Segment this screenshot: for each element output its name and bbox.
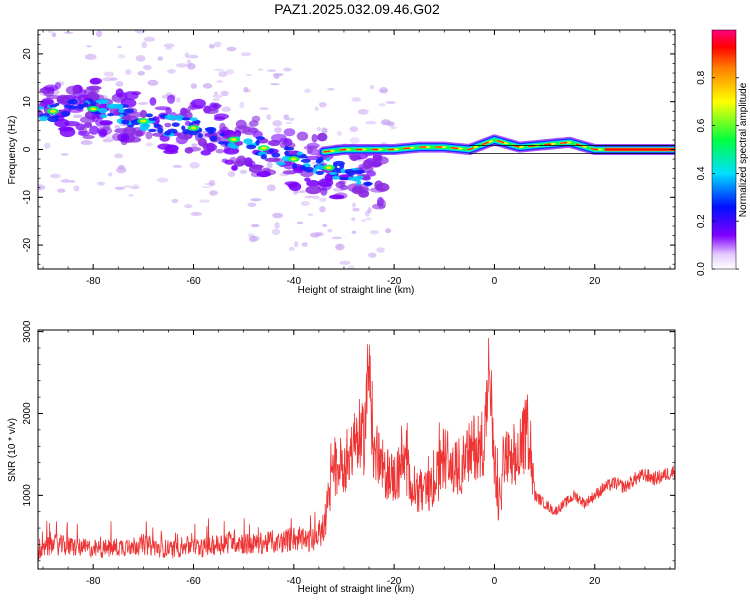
x-tick-label: -40 (287, 576, 302, 587)
y-tick-label: -20 (22, 237, 33, 252)
y-tick-label: 0 (22, 146, 33, 152)
colorbar-label: Normalized spectral amplitude (738, 82, 749, 217)
colorbar-tick-label: 0.2 (696, 214, 707, 228)
spectrogram-y-axis-label: Frequency (Hz) (7, 116, 18, 185)
y-tick-label: -10 (22, 190, 33, 205)
snr-plot-area (38, 330, 675, 569)
colorbar-ticks: 0.0 0.2 0.4 0.6 0.8 (696, 70, 739, 276)
spectrogram-y-ticks: -20 -10 0 10 20 (22, 34, 675, 265)
x-tick-label: 20 (589, 276, 601, 287)
y-tick-label: 3000 (22, 320, 33, 343)
y-tick-label: 1000 (22, 484, 33, 507)
x-tick-label: -40 (287, 276, 302, 287)
colorbar: 0.0 0.2 0.4 0.6 0.8 Normalized spectral ampl… (696, 29, 749, 276)
colorbar-tick-label: 0.8 (696, 70, 707, 84)
spectrogram-panel: -80 -60 -40 -20 0 20 -20 -10 0 10 20 Height of st… (7, 29, 676, 296)
y-tick-label: 20 (22, 48, 33, 60)
x-tick-label: -60 (186, 276, 201, 287)
x-tick-label: -80 (86, 576, 101, 587)
spectrogram-x-axis-label: Height of straight line (km) (298, 285, 415, 296)
spectrogram-x-ticks: -80 -60 -40 -20 0 20 (42, 30, 671, 287)
colorbar-tick-label: 0.4 (696, 166, 707, 180)
x-tick-label: -20 (387, 276, 402, 287)
snr-x-axis-label: Height of straight line (km) (298, 584, 415, 595)
x-tick-label: -20 (387, 576, 402, 587)
x-tick-label: -60 (186, 576, 201, 587)
snr-y-axis-label: SNR (10 * v/v) (7, 418, 18, 482)
x-tick-label: 0 (492, 276, 498, 287)
snr-series-line (38, 337, 675, 561)
snr-x-ticks: -80 -60 -40 -20 0 20 (42, 330, 671, 587)
colorbar-gradient (711, 29, 737, 270)
spectrogram-heatmap (38, 30, 675, 269)
snr-panel: -80 -60 -40 -20 0 20 1000 2000 3000 Height of s… (7, 320, 676, 595)
x-tick-label: 20 (589, 576, 601, 587)
colorbar-tick-label: 0.6 (696, 118, 707, 132)
snr-y-ticks: 1000 2000 3000 (22, 320, 675, 562)
y-tick-label: 10 (22, 96, 33, 108)
x-tick-label: 0 (492, 576, 498, 587)
y-tick-label: 2000 (22, 402, 33, 425)
figure-title: PAZ1.2025.032.09.46.G02 (274, 1, 440, 17)
colorbar-tick-label: 0.0 (696, 262, 707, 276)
x-tick-label: -80 (86, 276, 101, 287)
